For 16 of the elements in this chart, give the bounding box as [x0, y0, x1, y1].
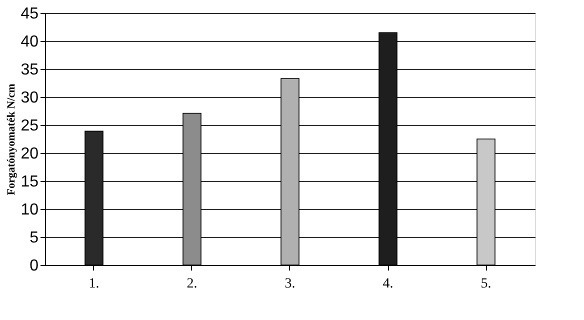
y-tick-label: 45 [20, 6, 39, 22]
x-tick-label: 5. [480, 276, 492, 292]
y-axis-title: Forgatónyomaték N/cm [6, 84, 18, 196]
x-tick-label: 4. [382, 276, 394, 292]
y-tick-label: 0 [30, 258, 39, 274]
y-tick-label: 30 [20, 90, 39, 106]
x-tick-label: 1. [88, 276, 100, 292]
y-tick-label: 15 [20, 174, 39, 190]
y-tick-label: 5 [30, 230, 39, 246]
y-tick-label: 10 [20, 202, 39, 218]
y-tick-label: 25 [20, 118, 39, 134]
y-tick-label: 20 [20, 146, 39, 162]
y-tick-label: 40 [20, 34, 39, 50]
x-tick-label: 3. [284, 276, 296, 292]
x-tick-label: 2. [186, 276, 198, 292]
y-tick-label: 35 [20, 62, 39, 78]
